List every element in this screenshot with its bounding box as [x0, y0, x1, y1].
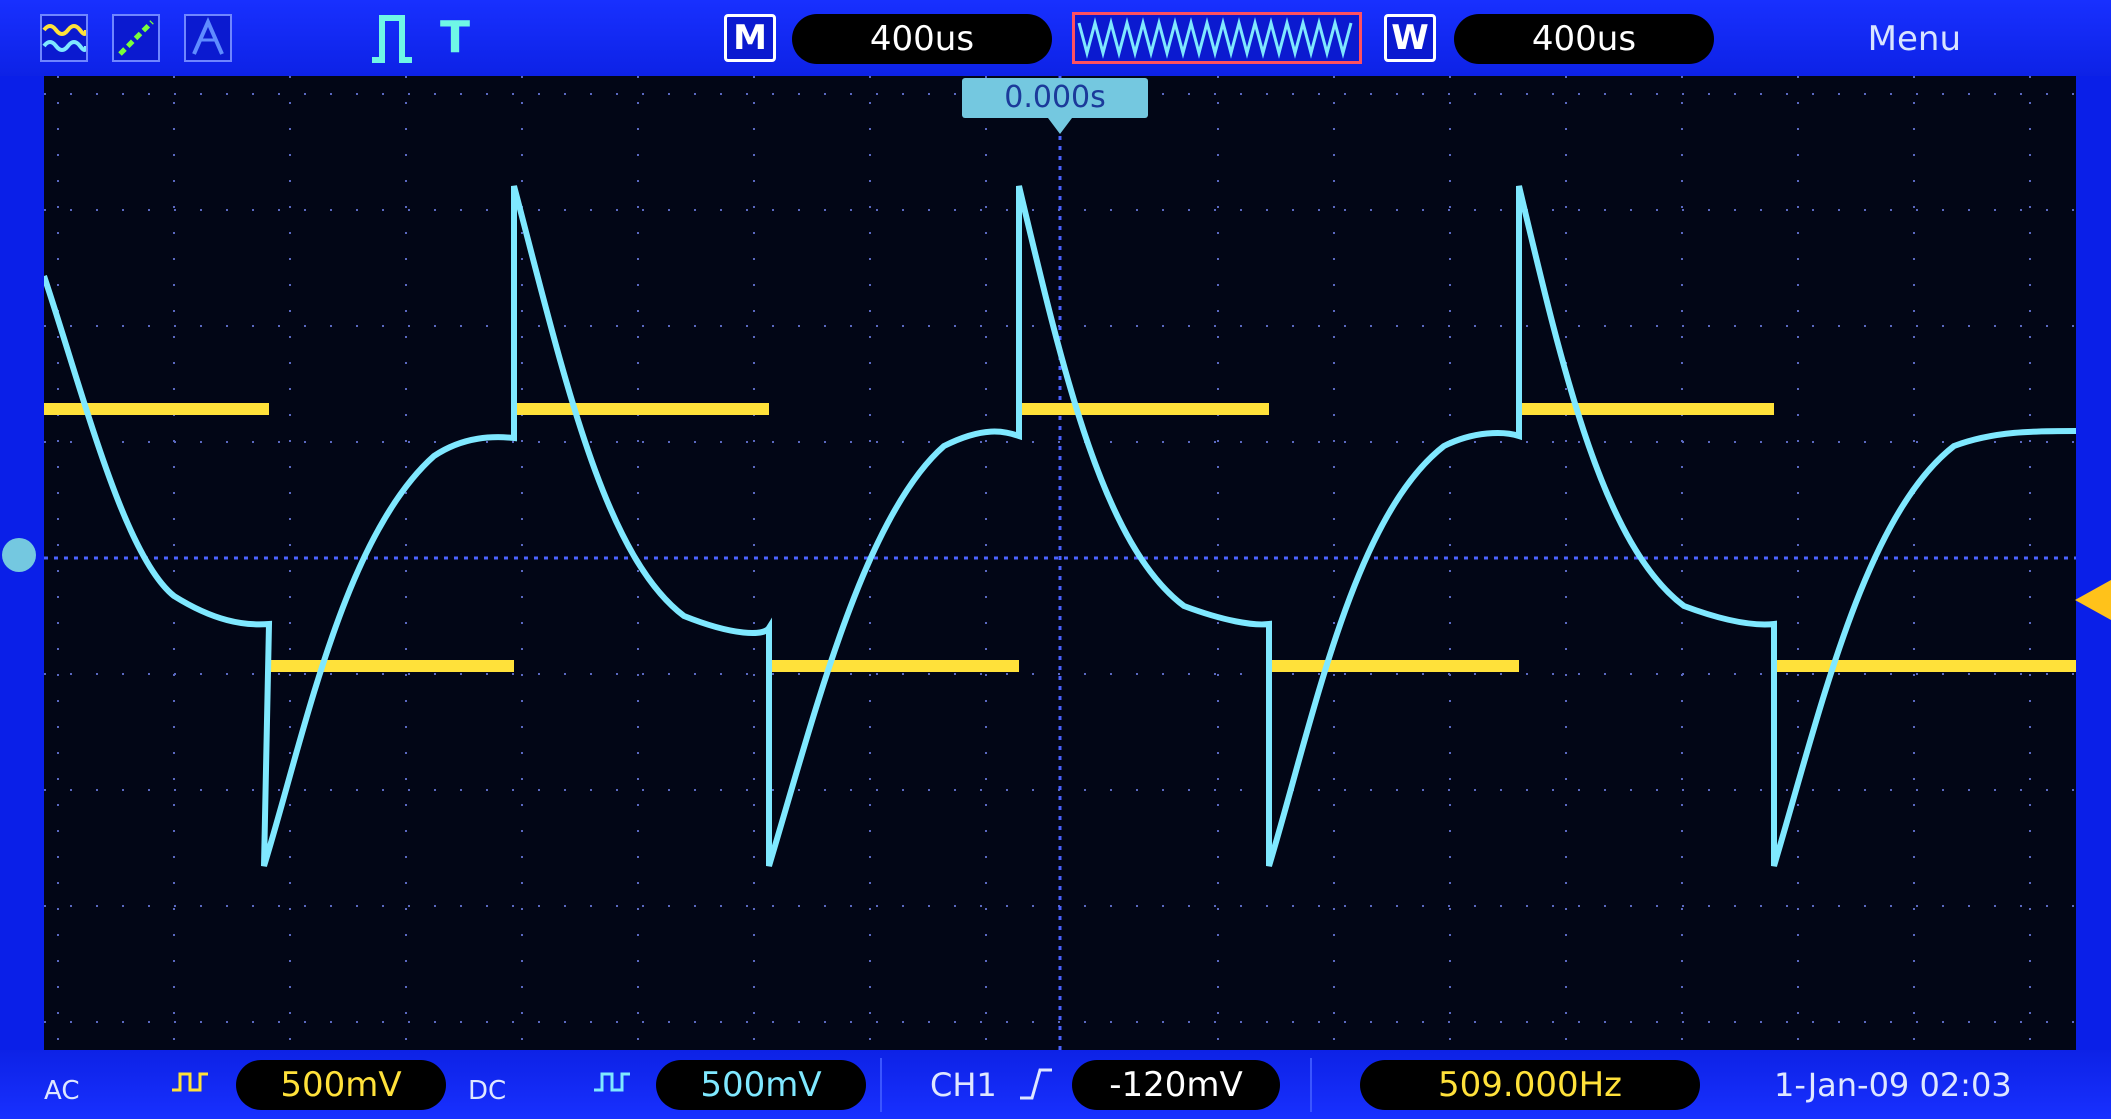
trigger-level-value[interactable]: -120mV — [1072, 1060, 1280, 1110]
trigger-position-marker-icon — [1048, 118, 1072, 134]
rising-edge-icon — [1020, 1068, 1052, 1100]
window-timebase-label: W — [1384, 14, 1436, 62]
pulse-trigger-icon[interactable] — [368, 10, 428, 66]
main-timebase-label: M — [724, 14, 776, 62]
trigger-level-marker-icon[interactable] — [2075, 580, 2111, 620]
main-timebase-value[interactable]: 400us — [792, 14, 1052, 64]
waveform-display: 0.000s — [44, 76, 2076, 1050]
divider — [1310, 1058, 1312, 1112]
ch2-coupling-label[interactable]: DC — [468, 1076, 507, 1106]
top-status-bar: T M 400us W 400us Menu — [0, 0, 2111, 76]
center-axes — [44, 76, 2076, 1050]
ch1-square-waveform — [44, 403, 2076, 672]
ch2-channel-icon — [594, 1072, 630, 1092]
graticule-grid — [44, 76, 2076, 1050]
window-timebase-value[interactable]: 400us — [1454, 14, 1714, 64]
memory-waveform-overview[interactable] — [1072, 12, 1362, 64]
ch1-scale-value[interactable]: 500mV — [236, 1060, 446, 1110]
waveform-mode-icon[interactable] — [40, 14, 88, 62]
ch2-waveform — [44, 185, 2076, 867]
ch2-ground-marker-icon[interactable] — [2, 538, 36, 572]
acquire-mode-icon[interactable] — [184, 14, 232, 62]
waveform-plot — [44, 76, 2076, 1050]
divider — [880, 1058, 882, 1112]
ch1-channel-icon — [172, 1072, 208, 1092]
frequency-readout: 509.000Hz — [1360, 1060, 1700, 1110]
trigger-mode-label[interactable]: T — [440, 12, 471, 63]
ch2-scale-value[interactable]: 500mV — [656, 1060, 866, 1110]
datetime-readout: 1-Jan-09 02:03 — [1774, 1066, 2012, 1104]
trigger-source-label[interactable]: CH1 — [930, 1066, 997, 1104]
xy-mode-icon[interactable] — [112, 14, 160, 62]
menu-button[interactable]: Menu — [1867, 19, 1961, 59]
trigger-time-readout[interactable]: 0.000s — [962, 78, 1148, 118]
bottom-status-bar: AC 500mV DC 500mV CH1 -120mV 509.000Hz 1… — [0, 1050, 2111, 1119]
ch1-coupling-label[interactable]: AC — [44, 1076, 80, 1106]
